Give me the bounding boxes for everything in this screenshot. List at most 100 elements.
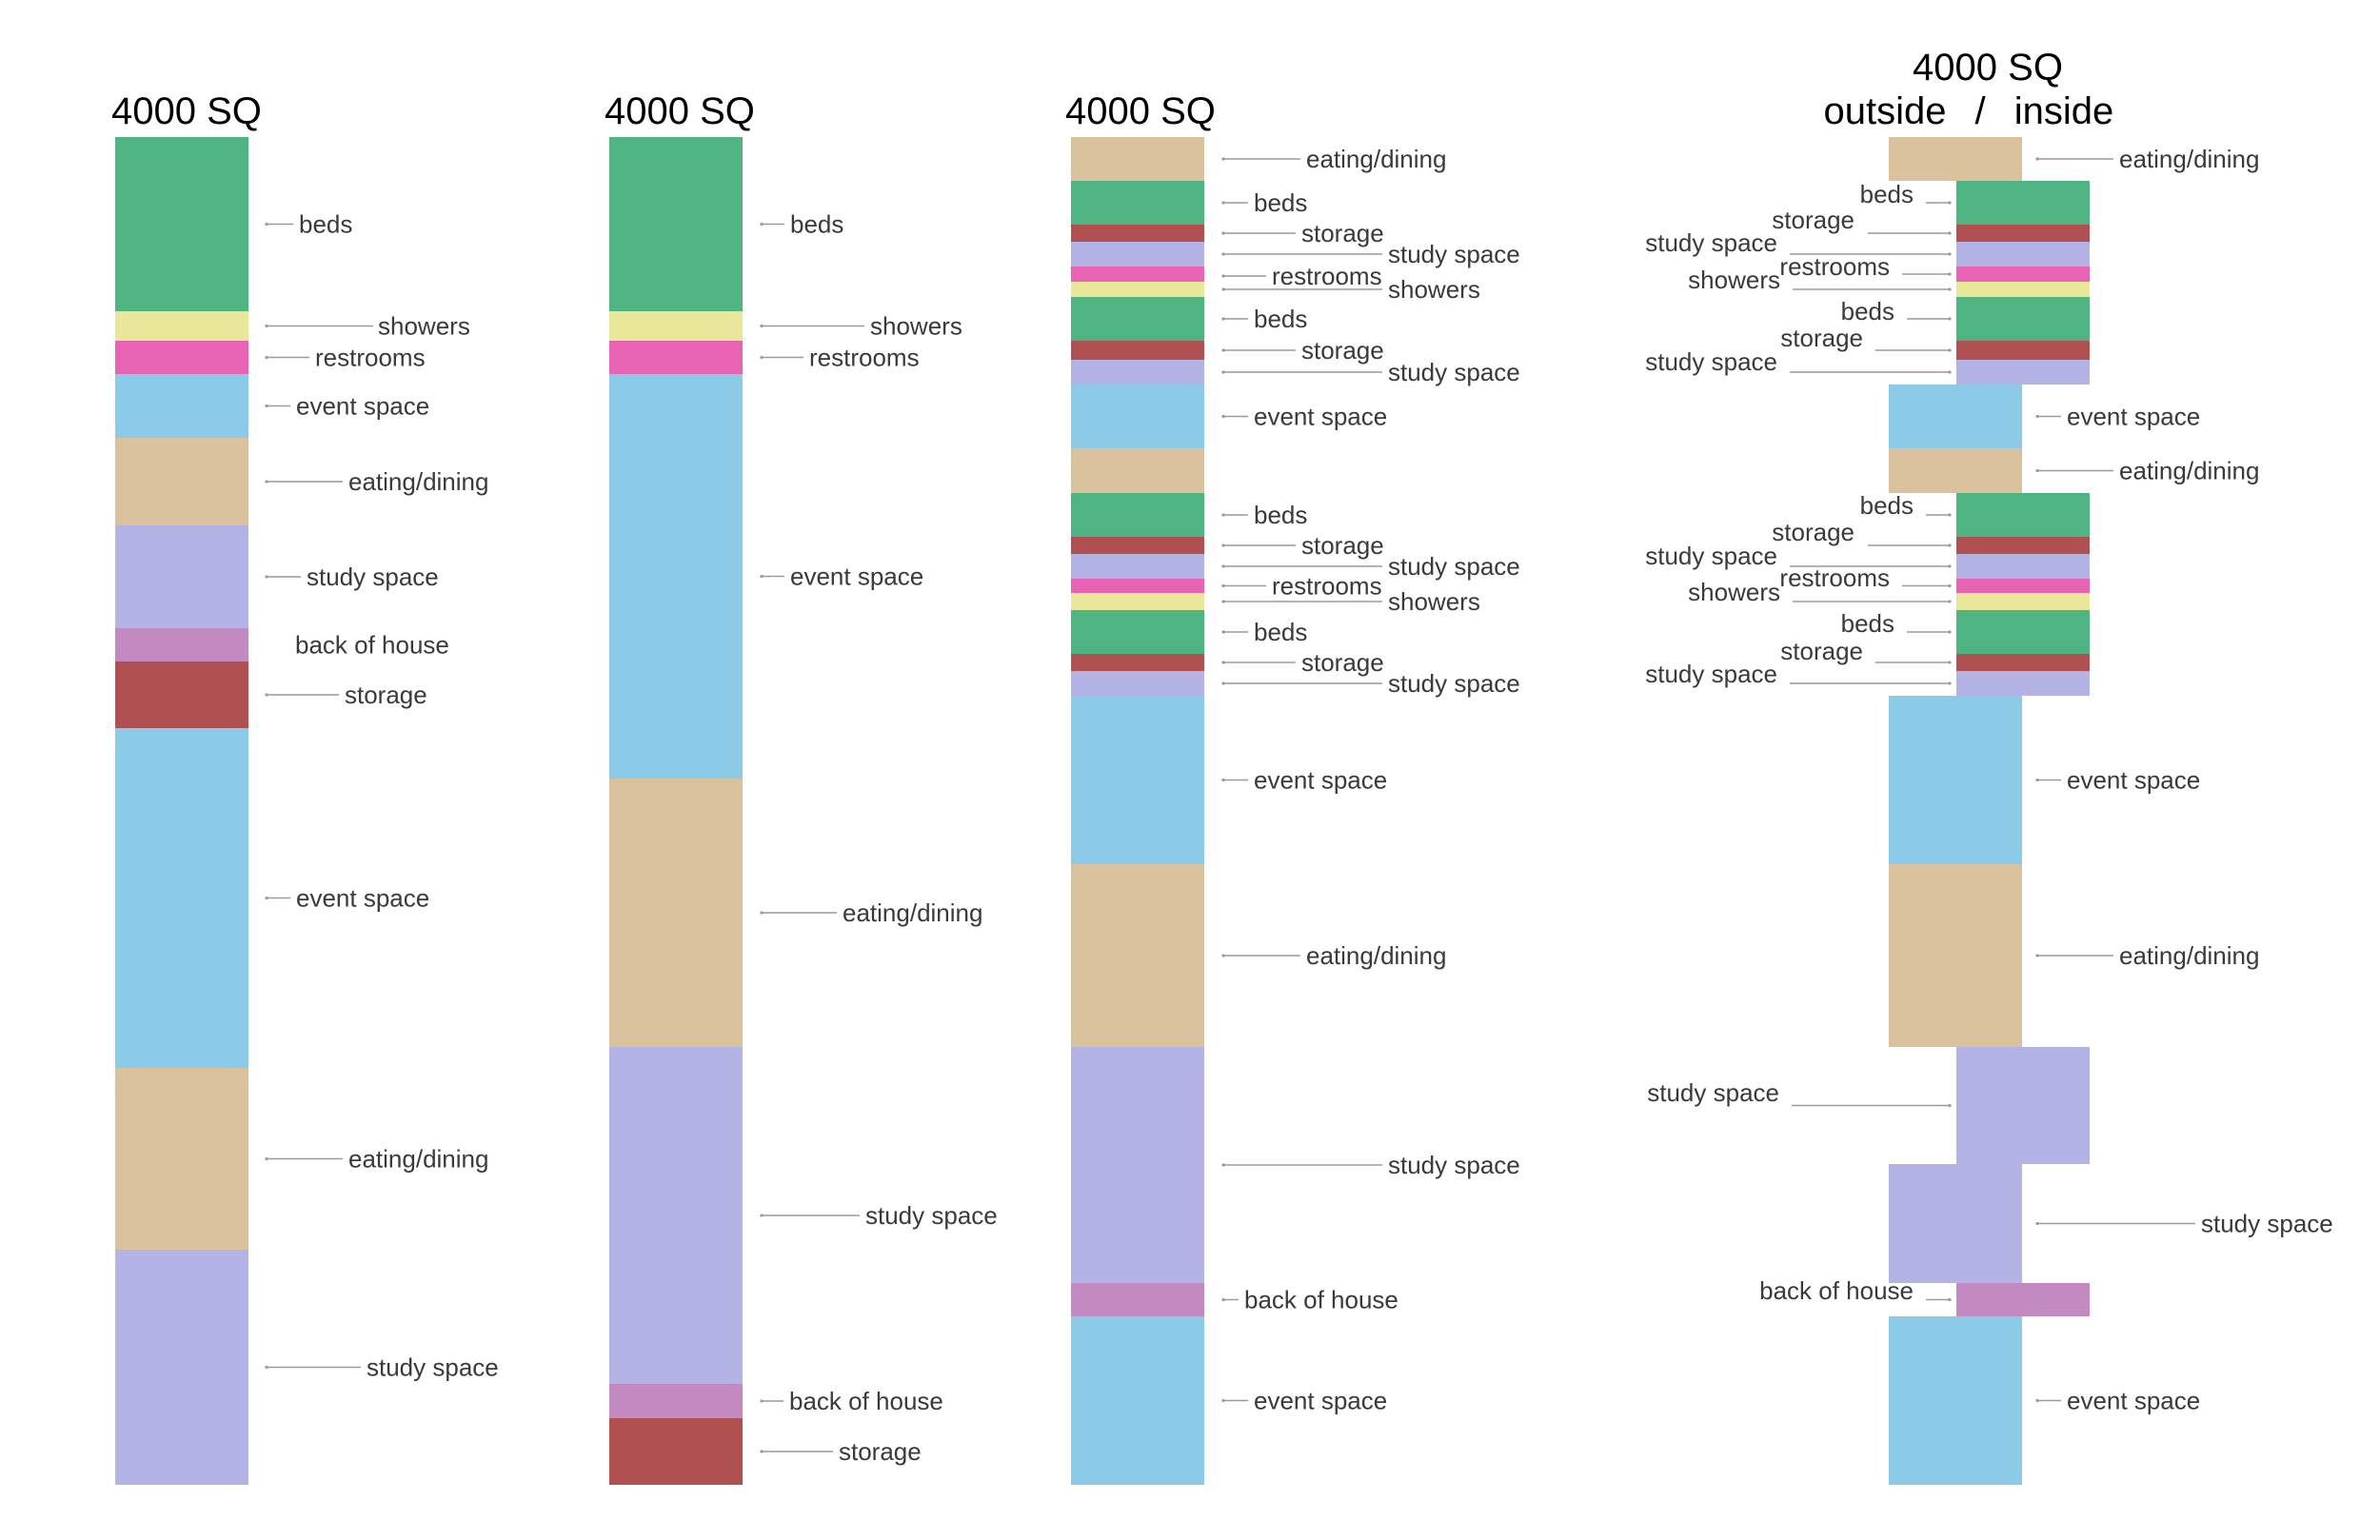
leader-arrowhead: [1221, 370, 1225, 374]
block-label: study space: [1645, 660, 1777, 688]
leader-arrowhead: [1221, 583, 1225, 588]
block-label: restrooms: [1272, 262, 1382, 290]
block-label: storage: [1780, 324, 1863, 352]
space-block-eating-dining-outside: [1889, 864, 2022, 1047]
column-2: beds showers restrooms event space eating/di…: [609, 137, 998, 1485]
leader-arrowhead: [1221, 252, 1225, 256]
column-1-title: 4000 SQ: [111, 90, 262, 132]
leader-arrowhead: [1221, 414, 1225, 419]
space-block-eating-dining: [1071, 137, 1204, 181]
space-block-eating-dining: [1071, 864, 1204, 1047]
space-block-storage-inside: [1956, 225, 2090, 242]
block-label: event space: [296, 884, 429, 913]
space-block-restrooms: [1071, 579, 1204, 593]
space-block-back-of-house: [115, 628, 248, 661]
space-block-beds: [1071, 297, 1204, 341]
space-block-storage: [609, 1418, 743, 1485]
space-block-event-space-outside: [1889, 385, 2022, 448]
block-label: back of house: [789, 1387, 943, 1415]
space-block-beds-inside: [1956, 297, 2090, 341]
block-label: eating/dining: [348, 467, 488, 496]
block-label: storage: [345, 681, 427, 709]
space-block-eating-dining: [115, 1068, 248, 1250]
leader-arrowhead: [760, 911, 764, 915]
space-block-back-of-house: [609, 1384, 743, 1418]
leader-arrowhead: [1948, 370, 1952, 374]
block-label: storage: [1301, 648, 1384, 677]
leader-arrowhead: [1948, 272, 1952, 276]
space-block-restrooms: [1071, 267, 1204, 282]
leader-arrowhead: [265, 355, 268, 360]
leader-arrowhead: [1948, 583, 1952, 588]
space-block-event-space-outside: [1889, 1316, 2022, 1485]
space-block-storage: [1071, 341, 1204, 360]
space-block-study-space: [609, 1047, 743, 1384]
leader-arrowhead: [760, 1450, 764, 1453]
leader-arrowhead: [1948, 231, 1952, 235]
space-block-study-space-inside: [1956, 242, 2090, 267]
block-label: beds: [1841, 609, 1894, 638]
space-block-beds: [1071, 181, 1204, 225]
leader-arrowhead: [1948, 564, 1952, 568]
block-label: beds: [1254, 618, 1307, 646]
space-block-eating-dining-outside: [1889, 448, 2022, 493]
space-block-event-space: [1071, 1316, 1204, 1485]
leader-arrowhead: [265, 222, 268, 227]
block-label: study space: [1388, 1151, 1520, 1179]
block-label: beds: [299, 210, 352, 239]
space-block-storage-inside: [1956, 537, 2090, 554]
space-block-study-space: [115, 525, 248, 628]
leader-arrowhead: [265, 896, 268, 900]
leader-arrowhead: [1948, 543, 1952, 547]
leader-arrowhead: [265, 693, 268, 697]
space-block-back-of-house: [1071, 1283, 1204, 1316]
column-4-title: 4000 SQ: [1913, 47, 2063, 89]
space-block-eating-dining-outside: [1889, 137, 2022, 181]
block-label: storage: [839, 1437, 922, 1466]
leader-arrowhead: [1221, 348, 1225, 352]
leader-arrowhead: [1948, 287, 1952, 291]
leader-arrowhead: [1948, 513, 1952, 517]
block-label: showers: [378, 312, 470, 341]
space-block-study-space: [115, 1250, 248, 1485]
leader-arrowhead: [1948, 317, 1952, 321]
column-4-subtitle-separator: /: [1974, 90, 1986, 132]
leader-arrowhead: [1221, 564, 1225, 568]
leader-arrowhead: [760, 324, 764, 328]
leader-arrowhead: [1221, 630, 1225, 634]
block-label: showers: [1388, 587, 1480, 616]
leader-arrowhead: [1948, 630, 1952, 634]
block-label: storage: [1780, 637, 1863, 665]
leader-arrowhead: [1221, 317, 1225, 321]
block-label: study space: [1388, 358, 1520, 386]
leader-arrowhead: [2035, 778, 2039, 782]
block-label: beds: [1254, 305, 1307, 333]
block-label: study space: [307, 563, 439, 591]
block-label: eating/dining: [1306, 145, 1446, 173]
leader-arrowhead: [1221, 1163, 1225, 1167]
space-block-event-space: [609, 374, 743, 779]
leader-arrowhead: [1221, 681, 1225, 685]
leader-arrowhead: [265, 480, 268, 484]
leader-arrowhead: [1948, 201, 1952, 205]
block-label: restrooms: [1779, 563, 1890, 592]
block-label: showers: [1388, 275, 1480, 304]
space-block-beds-inside: [1956, 181, 2090, 225]
leader-arrowhead: [1221, 513, 1225, 517]
leader-arrowhead: [265, 1365, 268, 1370]
leader-arrowhead: [2035, 954, 2039, 958]
block-label: study space: [1388, 552, 1520, 581]
column-3-title: 4000 SQ: [1065, 90, 1216, 132]
space-block-restrooms: [115, 341, 248, 374]
space-block-showers: [1071, 593, 1204, 610]
space-block-beds: [1071, 610, 1204, 654]
block-label: beds: [1860, 180, 1914, 208]
leader-arrowhead: [265, 1156, 268, 1161]
space-block-beds: [115, 137, 248, 311]
block-label: study space: [1645, 347, 1777, 376]
leader-arrowhead: [1221, 287, 1225, 291]
leader-arrowhead: [1948, 1297, 1952, 1302]
block-label: study space: [1388, 240, 1520, 268]
block-label: back of house: [1759, 1276, 1914, 1305]
